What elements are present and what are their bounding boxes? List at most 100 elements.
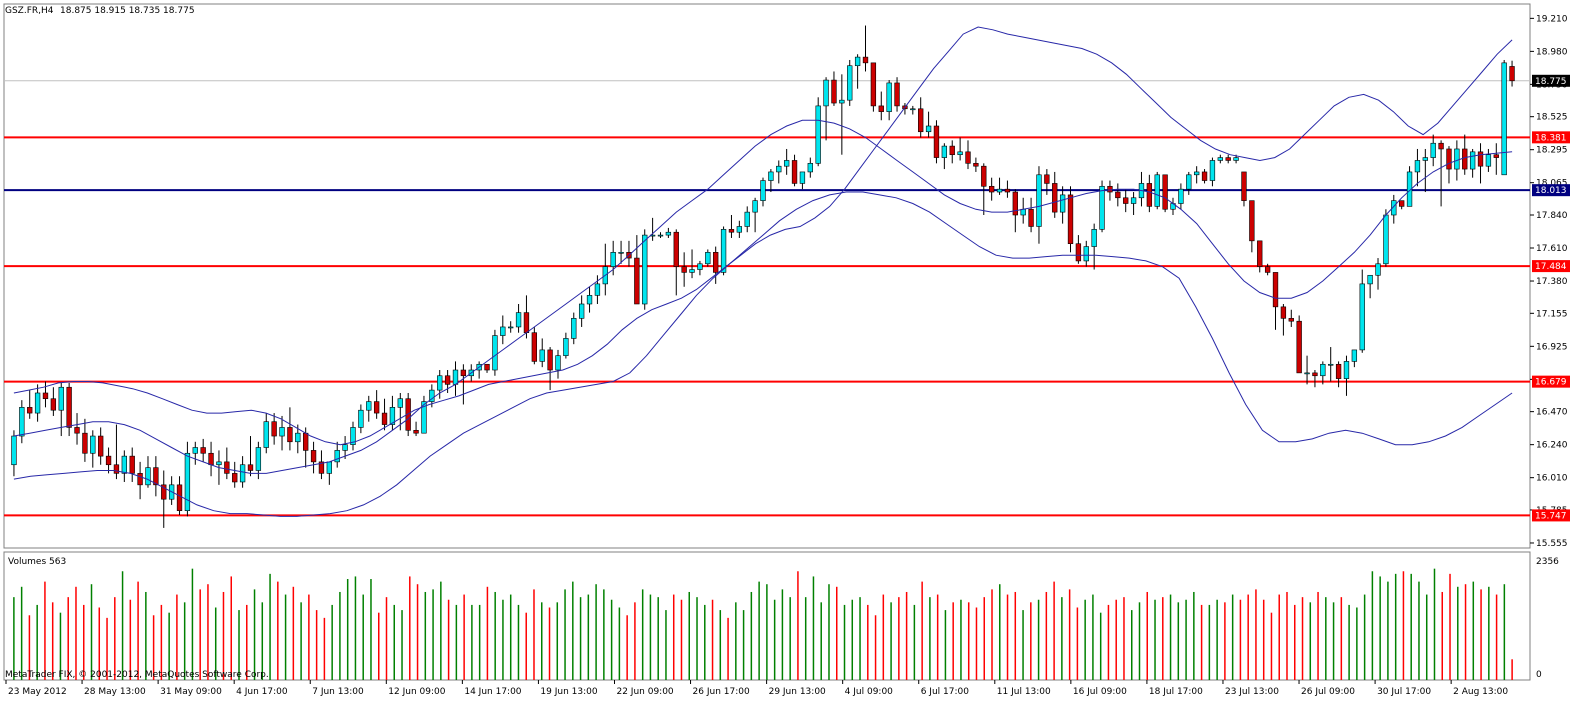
candle[interactable] bbox=[657, 232, 664, 238]
candle[interactable] bbox=[571, 312, 577, 345]
volume-pane[interactable] bbox=[3, 551, 1531, 681]
candle[interactable] bbox=[870, 62, 877, 112]
candle[interactable] bbox=[421, 395, 427, 434]
candle[interactable] bbox=[121, 450, 127, 482]
candle[interactable] bbox=[42, 381, 49, 408]
candle[interactable] bbox=[1052, 171, 1058, 218]
candle[interactable] bbox=[1193, 166, 1200, 184]
candle[interactable] bbox=[1059, 186, 1066, 224]
candle[interactable] bbox=[1312, 370, 1318, 388]
candle[interactable] bbox=[1406, 166, 1413, 207]
candle[interactable] bbox=[1162, 174, 1168, 213]
candle[interactable] bbox=[508, 321, 514, 333]
candle[interactable] bbox=[1446, 146, 1452, 184]
candle[interactable] bbox=[941, 143, 948, 170]
candle[interactable] bbox=[1044, 169, 1050, 195]
candle[interactable] bbox=[184, 441, 191, 517]
candle[interactable] bbox=[200, 438, 206, 462]
candle[interactable] bbox=[50, 387, 57, 416]
candle[interactable] bbox=[634, 235, 640, 305]
candle[interactable] bbox=[224, 447, 230, 480]
candle[interactable] bbox=[705, 249, 711, 267]
candle[interactable] bbox=[862, 25, 869, 72]
candle[interactable] bbox=[1391, 194, 1397, 224]
candle[interactable] bbox=[823, 77, 829, 141]
candle[interactable] bbox=[1115, 183, 1121, 207]
candle[interactable] bbox=[1186, 171, 1192, 195]
candle[interactable] bbox=[1367, 274, 1373, 299]
candle[interactable] bbox=[981, 163, 987, 215]
candle[interactable] bbox=[1501, 59, 1507, 176]
candle[interactable] bbox=[988, 177, 995, 201]
candle[interactable] bbox=[161, 470, 167, 528]
candle[interactable] bbox=[74, 413, 80, 445]
candle[interactable] bbox=[933, 120, 940, 164]
candle[interactable] bbox=[894, 77, 900, 112]
candle[interactable] bbox=[728, 214, 735, 238]
candle[interactable] bbox=[1343, 355, 1350, 396]
candle[interactable] bbox=[689, 249, 695, 279]
candle[interactable] bbox=[539, 338, 545, 368]
candle[interactable] bbox=[1067, 186, 1074, 253]
candle[interactable] bbox=[1422, 148, 1428, 193]
candle[interactable] bbox=[1359, 269, 1365, 353]
candle[interactable] bbox=[334, 441, 340, 468]
candle[interactable] bbox=[460, 364, 467, 405]
candle[interactable] bbox=[1328, 347, 1334, 382]
candle[interactable] bbox=[996, 177, 1003, 195]
candle[interactable] bbox=[515, 303, 522, 333]
candle[interactable] bbox=[925, 111, 932, 138]
candle[interactable] bbox=[500, 315, 506, 345]
candle[interactable] bbox=[34, 384, 41, 422]
candle[interactable] bbox=[594, 275, 601, 304]
candle[interactable] bbox=[1485, 148, 1492, 172]
candle[interactable] bbox=[918, 97, 924, 138]
candle[interactable] bbox=[192, 441, 198, 465]
candle[interactable] bbox=[1123, 189, 1129, 213]
candle[interactable] bbox=[736, 220, 743, 238]
candle[interactable] bbox=[1335, 361, 1342, 388]
candle[interactable] bbox=[1225, 154, 1231, 164]
candle[interactable] bbox=[247, 436, 254, 477]
candle[interactable] bbox=[1201, 169, 1208, 184]
candle[interactable] bbox=[1477, 143, 1484, 184]
candle[interactable] bbox=[1130, 192, 1137, 215]
candle[interactable] bbox=[287, 407, 293, 451]
candle[interactable] bbox=[720, 226, 727, 276]
candle[interactable] bbox=[1414, 148, 1421, 187]
candle[interactable] bbox=[697, 260, 703, 276]
candle[interactable] bbox=[878, 91, 884, 121]
candle[interactable] bbox=[1257, 240, 1263, 273]
candle[interactable] bbox=[1209, 157, 1216, 187]
candle[interactable] bbox=[791, 154, 798, 187]
candle[interactable] bbox=[1351, 349, 1358, 368]
candle[interactable] bbox=[484, 363, 490, 373]
candle[interactable] bbox=[1280, 303, 1287, 336]
candle[interactable] bbox=[807, 157, 813, 178]
candle[interactable] bbox=[555, 349, 561, 379]
candle[interactable] bbox=[318, 450, 325, 480]
candle[interactable] bbox=[66, 382, 72, 437]
candle[interactable] bbox=[1272, 272, 1279, 330]
candle[interactable] bbox=[1028, 197, 1034, 233]
candle[interactable] bbox=[618, 240, 624, 264]
candle[interactable] bbox=[90, 430, 96, 468]
candle[interactable] bbox=[1083, 240, 1089, 267]
candle[interactable] bbox=[1107, 180, 1113, 201]
candle[interactable] bbox=[744, 206, 750, 233]
candle[interactable] bbox=[949, 140, 955, 164]
candle[interactable] bbox=[1493, 143, 1499, 175]
candle[interactable] bbox=[642, 229, 648, 310]
candle[interactable] bbox=[279, 415, 285, 451]
candle[interactable] bbox=[1264, 263, 1271, 276]
candle[interactable] bbox=[1399, 200, 1405, 210]
candle[interactable] bbox=[1304, 355, 1310, 385]
candle[interactable] bbox=[965, 140, 971, 170]
candle[interactable] bbox=[405, 392, 411, 437]
candle[interactable] bbox=[366, 395, 372, 422]
candle[interactable] bbox=[1036, 166, 1042, 244]
candle[interactable] bbox=[578, 295, 585, 327]
candle[interactable] bbox=[310, 441, 317, 474]
candle[interactable] bbox=[492, 329, 498, 376]
candle[interactable] bbox=[295, 424, 301, 454]
